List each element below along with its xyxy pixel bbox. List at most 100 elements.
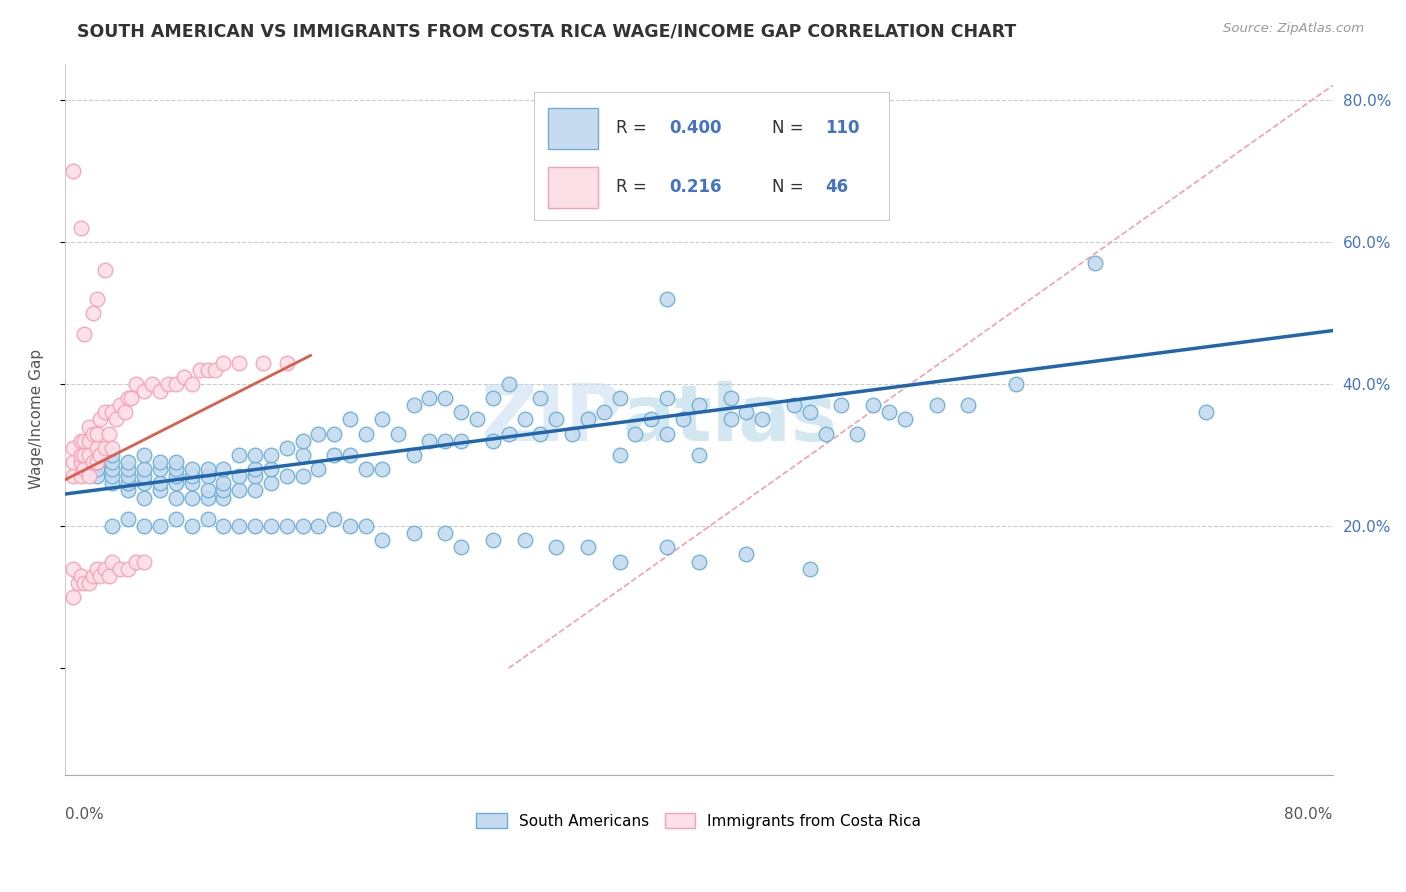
Point — [228, 519, 250, 533]
Point — [546, 541, 568, 555]
Point — [243, 448, 266, 462]
Point — [354, 462, 377, 476]
Point — [117, 391, 139, 405]
Point — [212, 476, 235, 491]
Point — [450, 434, 472, 448]
Point — [323, 512, 346, 526]
Point — [117, 562, 139, 576]
Point — [529, 426, 551, 441]
Point — [228, 469, 250, 483]
Point — [640, 412, 662, 426]
Point — [402, 448, 425, 462]
Point — [82, 426, 104, 441]
Point — [576, 541, 599, 555]
Point — [125, 555, 148, 569]
Point — [73, 448, 96, 462]
Point — [62, 469, 84, 483]
Point — [482, 533, 505, 548]
Point — [180, 491, 202, 505]
Point — [101, 476, 124, 491]
Point — [62, 163, 84, 178]
Point — [134, 491, 156, 505]
Point — [482, 434, 505, 448]
Point — [291, 519, 314, 533]
Point — [624, 426, 647, 441]
Point — [434, 526, 457, 541]
Point — [291, 469, 314, 483]
Point — [799, 405, 821, 419]
Point — [86, 426, 108, 441]
Point — [228, 483, 250, 498]
Point — [735, 405, 758, 419]
Point — [82, 455, 104, 469]
Point — [513, 533, 536, 548]
Point — [354, 426, 377, 441]
Point — [62, 455, 84, 469]
Point — [93, 405, 115, 419]
Point — [173, 369, 195, 384]
Point — [323, 448, 346, 462]
Point — [371, 412, 394, 426]
Point — [149, 455, 172, 469]
Point — [243, 519, 266, 533]
Point — [180, 462, 202, 476]
Point — [89, 448, 111, 462]
Point — [212, 491, 235, 505]
Point — [609, 391, 631, 405]
Point — [655, 426, 678, 441]
Point — [117, 455, 139, 469]
Point — [450, 405, 472, 419]
Point — [465, 412, 488, 426]
Point — [101, 462, 124, 476]
Text: atlas: atlas — [623, 382, 838, 458]
Text: ZIP: ZIP — [481, 382, 623, 458]
Point — [86, 292, 108, 306]
Point — [513, 412, 536, 426]
Point — [93, 562, 115, 576]
Point — [720, 412, 742, 426]
Point — [482, 391, 505, 405]
Point — [86, 462, 108, 476]
Point — [387, 426, 409, 441]
Point — [498, 376, 520, 391]
Point — [117, 512, 139, 526]
Point — [165, 455, 187, 469]
Point — [688, 398, 710, 412]
Point — [688, 555, 710, 569]
Point — [308, 519, 330, 533]
Point — [117, 483, 139, 498]
Point — [688, 448, 710, 462]
Point — [276, 519, 298, 533]
Point — [149, 462, 172, 476]
Point — [120, 391, 142, 405]
Point — [180, 519, 202, 533]
Point — [101, 469, 124, 483]
Point — [894, 412, 917, 426]
Point — [89, 412, 111, 426]
Point — [228, 355, 250, 369]
Point — [69, 220, 91, 235]
Point — [735, 548, 758, 562]
Point — [609, 448, 631, 462]
Point — [86, 562, 108, 576]
Point — [62, 562, 84, 576]
Point — [82, 306, 104, 320]
Point — [73, 575, 96, 590]
Point — [354, 519, 377, 533]
Point — [134, 519, 156, 533]
Point — [62, 441, 84, 455]
Point — [450, 541, 472, 555]
Point — [165, 476, 187, 491]
Point — [165, 462, 187, 476]
Point — [243, 483, 266, 498]
Point — [418, 434, 440, 448]
Point — [434, 434, 457, 448]
Point — [529, 391, 551, 405]
Point — [339, 448, 361, 462]
Point — [98, 426, 121, 441]
Point — [180, 476, 202, 491]
Point — [212, 355, 235, 369]
Point — [86, 469, 108, 483]
Point — [212, 519, 235, 533]
Point — [1004, 376, 1026, 391]
